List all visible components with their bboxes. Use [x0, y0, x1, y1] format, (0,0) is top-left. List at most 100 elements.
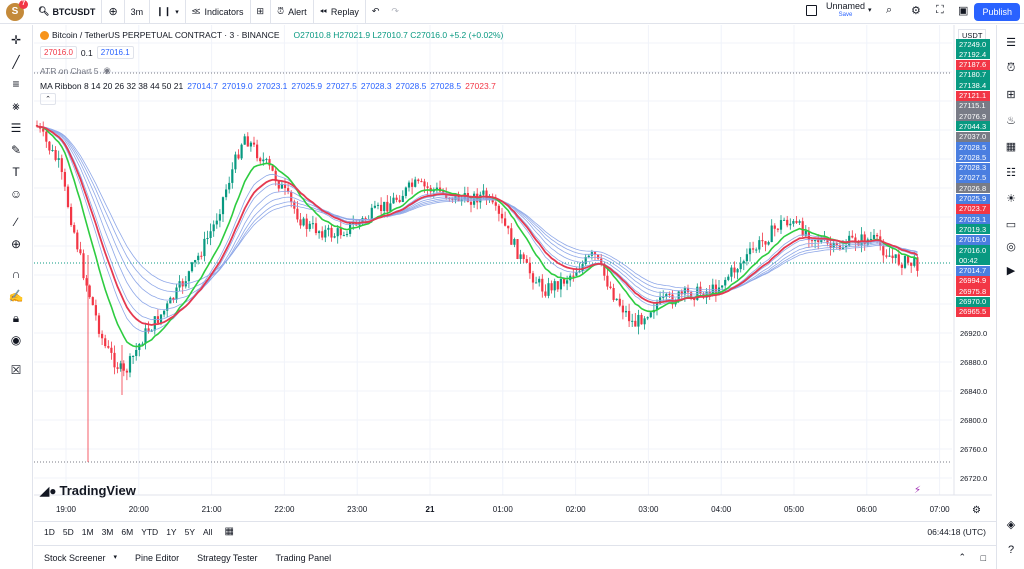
- fullscreen-icon[interactable]: ⛶: [936, 4, 944, 16]
- streams-icon[interactable]: ◎: [1006, 240, 1016, 253]
- expand-icon[interactable]: □: [980, 552, 986, 563]
- candle-body: [63, 172, 66, 187]
- maximize-icon[interactable]: ⌃: [958, 552, 966, 562]
- text-icon[interactable]: T: [12, 165, 20, 179]
- lightning-icon[interactable]: ⚡︎: [914, 485, 922, 496]
- chevron-down-icon[interactable]: ▾: [113, 553, 118, 561]
- collapse-legend-button[interactable]: ⌃: [40, 93, 56, 105]
- zoom-in-icon[interactable]: ⊕: [10, 237, 22, 251]
- right-widget-bar: ☰ ⏰︎ ⊞ ♨ ▦ ☷ ☀︎ ▭ ◎ ▶︎ ◈ ?: [996, 25, 1024, 569]
- quick-search-icon[interactable]: ⌕: [886, 4, 893, 16]
- timeframe-button[interactable]: 1D: [44, 526, 55, 537]
- redo-button[interactable]: ↷: [385, 0, 405, 24]
- help-icon[interactable]: ?: [1007, 544, 1015, 556]
- ideas-bulb-icon[interactable]: ☀︎: [1006, 192, 1016, 205]
- candle-body: [621, 305, 624, 313]
- timeframe-button[interactable]: 5Y: [184, 526, 195, 537]
- bottom-tab[interactable]: Strategy Tester: [197, 552, 258, 563]
- brush-icon[interactable]: ✎: [10, 143, 22, 157]
- replay-button[interactable]: ⏪︎ Replay: [314, 0, 366, 24]
- gear-icon[interactable]: ⚙︎: [911, 5, 921, 17]
- publish-button[interactable]: Publish: [974, 3, 1020, 21]
- lock-icon[interactable]: 🔒︎: [12, 310, 20, 325]
- watchlist-icon[interactable]: ☰: [1006, 36, 1016, 49]
- candle-body: [73, 225, 76, 233]
- trash-icon[interactable]: ☒: [10, 363, 22, 377]
- candle-body: [163, 310, 166, 315]
- candle-body: [854, 237, 857, 244]
- timeframe-button[interactable]: 1M: [81, 526, 94, 537]
- bottom-tab[interactable]: Pine Editor: [135, 552, 180, 563]
- timeframe-button[interactable]: 1Y: [166, 526, 177, 537]
- candle-body: [144, 328, 147, 344]
- live-play-icon[interactable]: ▶︎: [1006, 264, 1016, 277]
- candle-body: [116, 367, 119, 369]
- undo-button[interactable]: ↶: [366, 0, 386, 24]
- chevron-down-icon[interactable]: ▾: [868, 7, 872, 14]
- symbol-search-button[interactable]: 🔍︎ BTCUSDT: [32, 0, 103, 24]
- chart-type-button[interactable]: ❙❙ ▾: [150, 0, 186, 24]
- candle-body: [903, 255, 907, 268]
- notification-badge: 7: [19, 0, 28, 9]
- clock[interactable]: 06:44:18 (UTC): [927, 526, 986, 537]
- symbol-legend[interactable]: Bitcoin / TetherUS PERPETUAL CONTRACT · …: [40, 30, 503, 40]
- layout-checkbox[interactable]: [806, 5, 817, 16]
- ma-ribbon-legend[interactable]: MA Ribbon 8 14 20 26 32 38 44 50 21 2701…: [40, 81, 500, 91]
- candle-body: [330, 227, 333, 238]
- crosshair-icon[interactable]: ✛: [10, 33, 22, 47]
- timeframe-button[interactable]: 5D: [62, 526, 74, 537]
- user-avatar[interactable]: S 7: [6, 0, 28, 21]
- candle-body: [194, 260, 197, 263]
- eye-icon[interactable]: ◉: [10, 333, 22, 347]
- calendar-icon[interactable]: ▦: [1005, 140, 1017, 153]
- plus-circle-icon: ⊕: [108, 6, 118, 18]
- candle-body: [553, 281, 556, 291]
- data-window-icon[interactable]: ◈: [1006, 518, 1016, 531]
- fib-icon[interactable]: ☰: [10, 121, 22, 135]
- bottom-tab[interactable]: Stock Screener: [44, 552, 106, 563]
- layouts-button[interactable]: ⊞: [251, 0, 272, 24]
- alarm-clock-icon[interactable]: ⏰︎: [1006, 61, 1016, 74]
- candle-body: [587, 255, 590, 257]
- eye-icon[interactable]: ◉: [103, 65, 111, 75]
- date-range-icon[interactable]: ▦: [224, 526, 234, 537]
- emoji-icon[interactable]: ☺: [9, 187, 23, 201]
- timeframe-button[interactable]: All: [203, 526, 213, 537]
- candle-body: [271, 165, 274, 171]
- ribbon-value: 27014.7: [187, 81, 218, 91]
- ruler-icon[interactable]: ∕: [14, 215, 17, 229]
- chat-icon[interactable]: ▭: [1005, 218, 1017, 231]
- pattern-icon[interactable]: ⨳: [12, 98, 20, 113]
- timeframe-button[interactable]: 3M: [101, 526, 114, 537]
- candle-body: [249, 142, 252, 147]
- candle-body: [159, 314, 163, 323]
- interval-button[interactable]: 3m: [125, 0, 151, 24]
- alert-button[interactable]: ⏰︎ Alert: [271, 0, 314, 24]
- indicators-button[interactable]: ⪣ Indicators: [186, 0, 251, 24]
- candle-body: [51, 149, 54, 151]
- price-chart[interactable]: [34, 25, 996, 520]
- candle-body: [482, 190, 485, 195]
- lock-drawing-icon[interactable]: ✍: [8, 289, 24, 303]
- timeframe-button[interactable]: YTD: [141, 526, 159, 537]
- layout-name-button[interactable]: Unnamed Save: [826, 1, 866, 19]
- chart-area[interactable]: Bitcoin / TetherUS PERPETUAL CONTRACT · …: [34, 25, 996, 520]
- news-icon[interactable]: ☷: [1006, 166, 1016, 179]
- ribbon-value: 27028.3: [360, 81, 392, 91]
- magnet-icon[interactable]: ∩: [11, 267, 21, 281]
- camera-icon[interactable]: ▣: [958, 5, 969, 17]
- tradingview-logo[interactable]: ◢● TradingView: [40, 483, 136, 498]
- object-tree-icon[interactable]: ⊞: [1006, 88, 1016, 101]
- settings-gear-icon[interactable]: ⚙︎: [972, 505, 981, 516]
- bid-price[interactable]: 27016.0: [40, 46, 77, 59]
- hotlist-fire-icon[interactable]: ♨: [1006, 114, 1016, 127]
- bottom-tab[interactable]: Trading Panel: [275, 552, 332, 563]
- horizontal-lines-icon[interactable]: ≡: [12, 77, 20, 91]
- candle-body: [175, 287, 178, 300]
- ask-price[interactable]: 27016.1: [96, 46, 134, 59]
- atr-legend[interactable]: ATR on Chart 5 ◉: [40, 65, 111, 76]
- compare-symbol-button[interactable]: ⊕: [102, 0, 125, 24]
- timeframe-button[interactable]: 6M: [121, 526, 134, 537]
- candle-body: [649, 312, 652, 318]
- trend-line-icon[interactable]: ╱: [12, 55, 20, 69]
